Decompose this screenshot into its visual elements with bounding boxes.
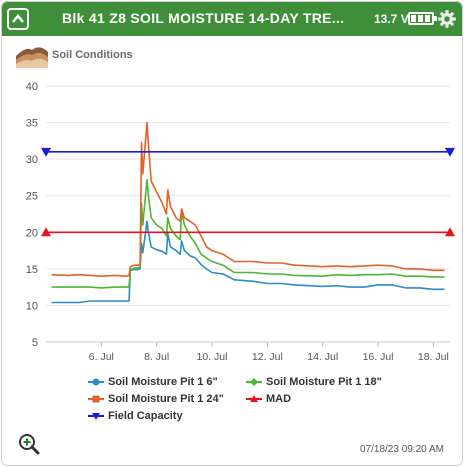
soil-moisture-chart: 5 10 15 20 25 30 35 40 6. Jul 8. Jul 10. Jul 12. J… bbox=[26, 81, 455, 363]
y-tick-label: 20 bbox=[26, 227, 38, 239]
x-tick-label: 8. Jul bbox=[144, 351, 169, 363]
y-tick-label: 40 bbox=[26, 81, 38, 93]
series-line bbox=[51, 121, 445, 277]
x-tick-label: 6. Jul bbox=[89, 351, 114, 363]
legend-item-pit1-6in[interactable]: Soil Moisture Pit 1 6" bbox=[88, 376, 218, 388]
series-1 bbox=[51, 178, 445, 289]
widget-title: Blk 41 Z8 SOIL MOISTURE 14-DAY TRE... bbox=[62, 10, 345, 26]
battery-full-icon bbox=[408, 12, 437, 25]
soil-conditions-subheader: Soil Conditions bbox=[16, 44, 133, 73]
legend-marker-triangle-down bbox=[88, 413, 104, 421]
x-tick-label: 18. Jul bbox=[418, 351, 449, 363]
series-marker bbox=[41, 147, 51, 157]
legend-item-mad[interactable]: MAD bbox=[246, 393, 291, 405]
series-marker bbox=[445, 147, 455, 157]
y-tick-label: 30 bbox=[26, 154, 38, 166]
last-updated-timestamp: 07/18/23 09:20 AM bbox=[360, 444, 444, 455]
series-4 bbox=[41, 147, 455, 157]
legend-item-pit1-24in[interactable]: Soil Moisture Pit 1 24" bbox=[88, 393, 224, 405]
legend-label: MAD bbox=[266, 393, 292, 405]
y-tick-label: 25 bbox=[26, 191, 38, 203]
chevron-up-icon bbox=[12, 14, 24, 23]
legend-label: Field Capacity bbox=[108, 410, 183, 422]
series-3 bbox=[41, 227, 455, 237]
y-tick-label: 10 bbox=[26, 300, 38, 312]
y-tick-label: 5 bbox=[32, 337, 38, 349]
series-line bbox=[51, 178, 445, 289]
collapse-button[interactable] bbox=[7, 8, 29, 30]
series-marker bbox=[41, 227, 51, 237]
subheader-label: Soil Conditions bbox=[52, 49, 133, 61]
legend-item-field-capacity[interactable]: Field Capacity bbox=[88, 410, 183, 422]
legend-marker-diamond bbox=[246, 378, 262, 387]
y-tick-label: 15 bbox=[26, 264, 38, 276]
legend-marker-square bbox=[88, 395, 104, 403]
voltage-readout: 13.7 V bbox=[374, 12, 409, 26]
y-tick-label: 35 bbox=[26, 118, 38, 130]
series-2 bbox=[51, 121, 445, 277]
x-axis-ticks: 6. Jul 8. Jul 10. Jul 12. Jul 14. Jul 16. Jul… bbox=[89, 342, 449, 363]
x-tick-label: 14. Jul bbox=[307, 351, 338, 363]
legend-label: Soil Moisture Pit 1 6" bbox=[108, 376, 218, 388]
x-tick-label: 12. Jul bbox=[252, 351, 283, 363]
legend-label: Soil Moisture Pit 1 18" bbox=[266, 376, 382, 388]
legend-item-pit1-18in[interactable]: Soil Moisture Pit 1 18" bbox=[246, 376, 382, 388]
series-marker bbox=[445, 227, 455, 237]
legend-marker-triangle-up bbox=[246, 395, 262, 403]
gear-icon[interactable] bbox=[438, 10, 456, 28]
x-tick-label: 16. Jul bbox=[363, 351, 394, 363]
y-axis-ticks: 5 10 15 20 25 30 35 40 bbox=[26, 81, 38, 349]
chart-grid bbox=[46, 85, 450, 343]
widget-header: Blk 41 Z8 SOIL MOISTURE 14-DAY TRE... 13… bbox=[2, 2, 462, 36]
chart-series bbox=[41, 121, 455, 304]
x-tick-label: 10. Jul bbox=[197, 351, 228, 363]
legend-label: Soil Moisture Pit 1 24" bbox=[108, 393, 224, 405]
zoom-in-icon[interactable] bbox=[18, 433, 40, 455]
soil-layers-icon bbox=[16, 47, 48, 68]
legend-marker-circle bbox=[88, 378, 104, 386]
